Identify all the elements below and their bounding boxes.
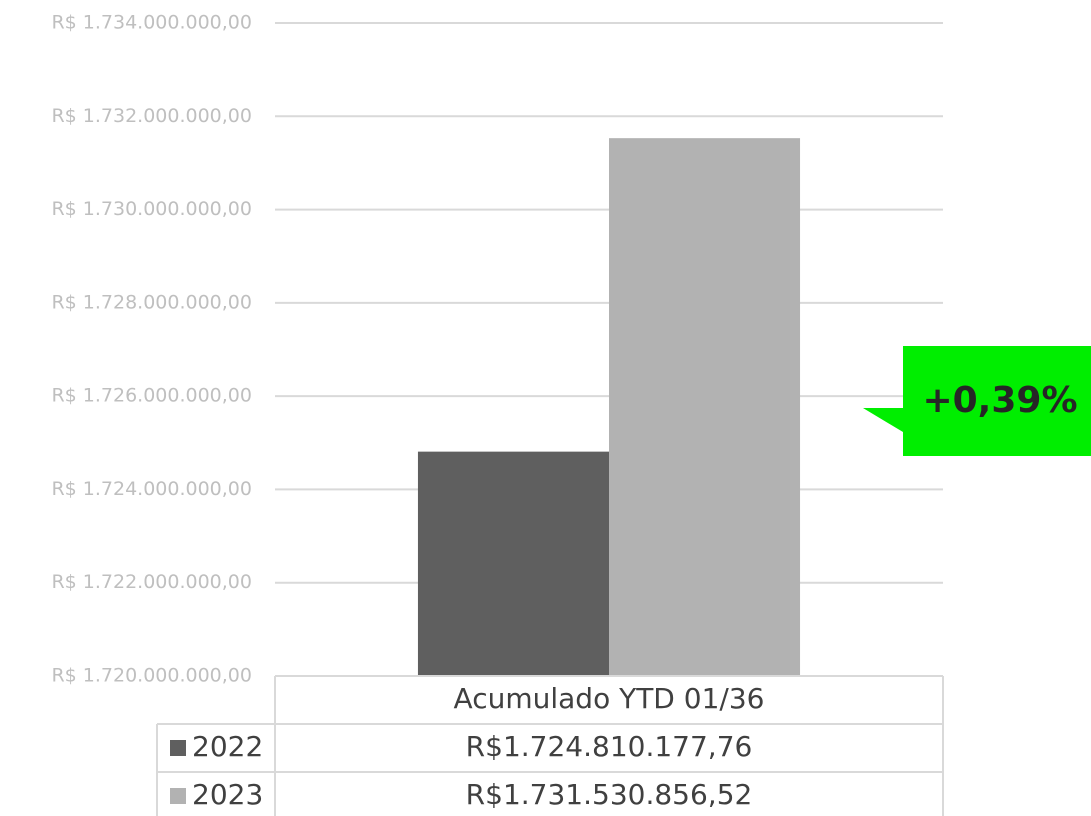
bar xyxy=(417,451,609,676)
y-tick-label: R$ 1.734.000.000,00 xyxy=(51,12,252,34)
legend-label: 2022 xyxy=(192,730,263,763)
legend-swatch xyxy=(170,788,186,804)
legend-swatch xyxy=(170,740,186,756)
y-tick-label: R$ 1.730.000.000,00 xyxy=(51,198,252,220)
y-tick-label: R$ 1.722.000.000,00 xyxy=(51,571,252,593)
legend-label: 2023 xyxy=(192,778,263,811)
callout: +0,39% xyxy=(863,346,1091,456)
y-tick-label: R$ 1.720.000.000,00 xyxy=(51,665,252,687)
y-tick-label: R$ 1.732.000.000,00 xyxy=(51,105,252,127)
y-tick-label: R$ 1.726.000.000,00 xyxy=(51,385,252,407)
table-value: R$1.724.810.177,76 xyxy=(466,730,753,763)
annotation: +0,39% xyxy=(922,380,1077,421)
callout-box xyxy=(863,346,1091,456)
table-value: R$1.731.530.856,52 xyxy=(466,778,753,811)
y-tick-label: R$ 1.728.000.000,00 xyxy=(51,291,252,313)
x-category-label: Acumulado YTD 01/36 xyxy=(454,682,765,715)
y-tick-label: R$ 1.724.000.000,00 xyxy=(51,478,252,500)
bar xyxy=(609,138,801,676)
